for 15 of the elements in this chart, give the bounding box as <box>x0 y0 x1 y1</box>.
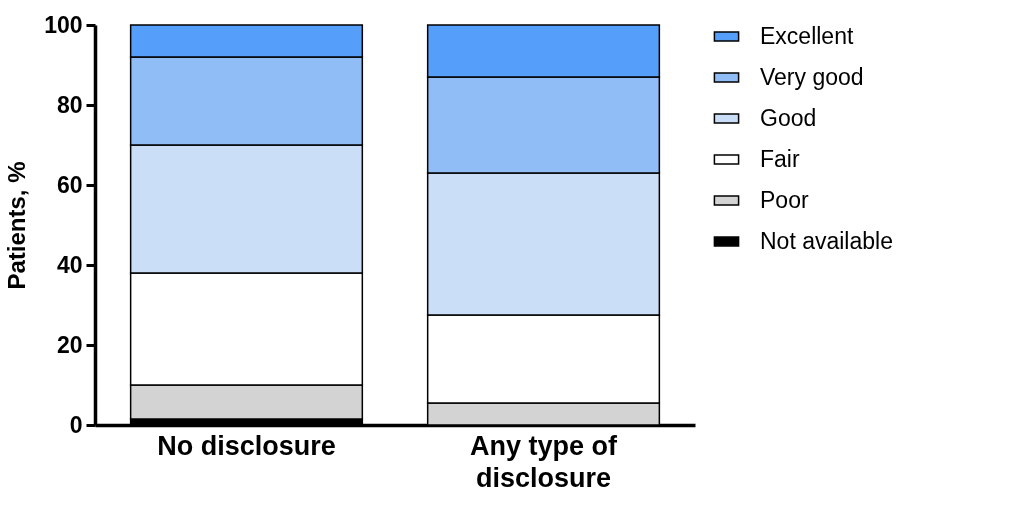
y-tick-label: 60 <box>56 171 83 198</box>
y-tick-label: 100 <box>44 11 83 38</box>
x-tick-label: No disclosure <box>157 430 336 461</box>
x-tick-label: Any type of disclosure <box>470 430 619 493</box>
y-axis-title: Patients, % <box>3 161 31 290</box>
y-tick-label: 40 <box>56 251 83 278</box>
y-tick-label: 20 <box>56 331 83 358</box>
legend-label: Excellent <box>760 22 854 49</box>
legend-label: Very good <box>760 63 864 90</box>
legend-label: Not available <box>760 227 893 254</box>
y-tick-label: 0 <box>69 411 83 438</box>
legend-label: Fair <box>760 145 800 172</box>
y-tick-label: 80 <box>56 91 83 118</box>
legend-label: Poor <box>760 186 809 213</box>
legend-label: Good <box>760 104 817 131</box>
